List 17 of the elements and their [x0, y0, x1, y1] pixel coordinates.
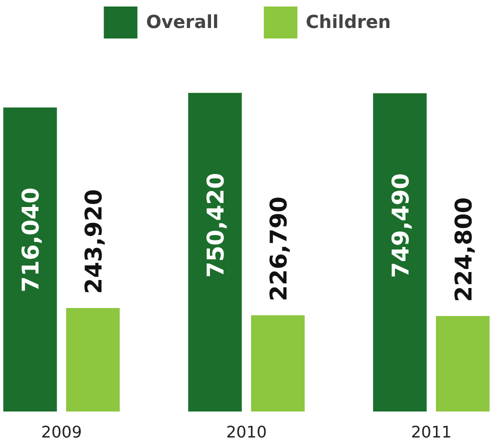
legend-label: Children	[306, 12, 391, 32]
x-tick-label: 2011	[410, 422, 452, 440]
legend-label: Overall	[146, 12, 219, 32]
data-label: 750,420	[203, 172, 230, 278]
bar	[3, 107, 57, 412]
data-label: 224,800	[451, 197, 478, 302]
data-label: 243,920	[81, 189, 108, 294]
data-label: 716,040	[18, 187, 45, 292]
bar	[66, 308, 120, 412]
bar	[436, 316, 490, 412]
data-label: 226,790	[266, 196, 292, 302]
x-tick-label: 2009	[41, 422, 82, 440]
bar	[188, 92, 242, 412]
x-tick-label: 2010	[226, 422, 267, 440]
bar	[251, 315, 305, 412]
data-label: 749,490	[388, 173, 414, 278]
bar	[373, 93, 427, 412]
